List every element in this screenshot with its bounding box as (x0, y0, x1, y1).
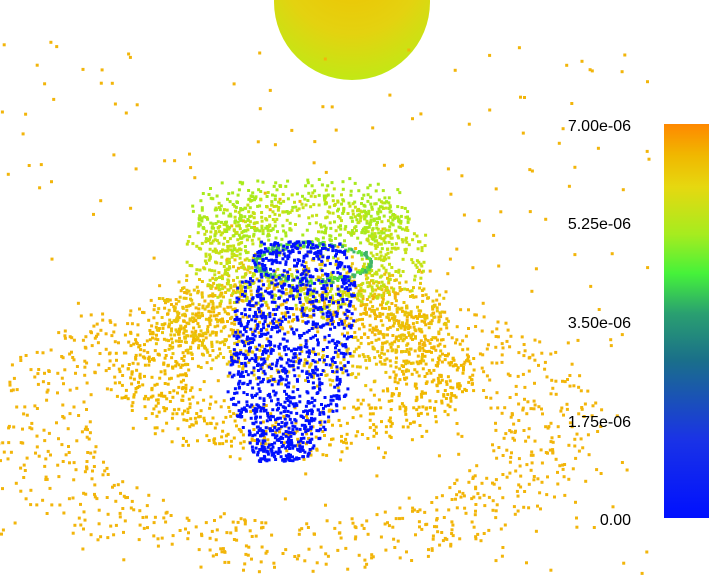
colorbar-tick-3: 3.50e-06 (567, 315, 631, 332)
colorbar-tick-4: 1.75e-06 (567, 414, 631, 431)
color-scale-bar (664, 124, 709, 518)
torus-point-cloud (109, 177, 476, 462)
core-point-cloud (226, 240, 357, 463)
colorbar-tick-2: 5.25e-06 (567, 216, 631, 233)
sphere-point-cloud (274, 0, 430, 80)
colorbar-tick-min: 0.00 (599, 512, 631, 529)
colorbar-tick-max: 7.00e-06 (567, 118, 631, 135)
